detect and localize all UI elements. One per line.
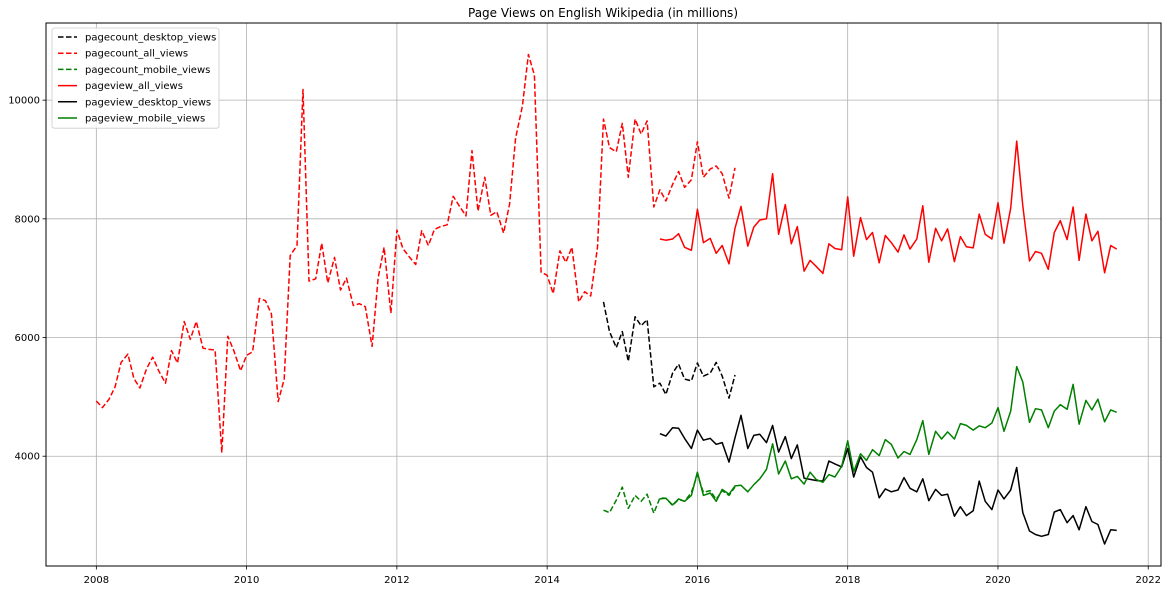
legend-label: pageview_mobile_views xyxy=(85,114,205,125)
series-layer xyxy=(95,53,1118,545)
x-tick-label: 2008 xyxy=(84,575,109,586)
series-line-pagecount-all-views xyxy=(95,53,736,454)
y-tick-label: 10000 xyxy=(8,96,40,107)
legend: pagecount_desktop_views pagecount_all_vie… xyxy=(51,27,220,129)
series-line-pagecount-desktop-views xyxy=(602,301,736,399)
legend-label: pageview_desktop_views xyxy=(85,97,211,108)
y-tick-label: 6000 xyxy=(15,333,40,344)
y-tick-label: 4000 xyxy=(15,452,40,463)
axis-layer: 2008 2010 2012 2014 2016 2018 2020 2022 4000 6000… xyxy=(8,96,1161,586)
x-tick-label: 2010 xyxy=(234,575,259,586)
series-line-pageview-desktop-views xyxy=(659,414,1117,545)
y-tick-label: 8000 xyxy=(15,214,40,225)
series-line-pageview-mobile-views xyxy=(659,365,1117,506)
x-tick-label: 2012 xyxy=(384,575,409,586)
series-line-pageview-all-views xyxy=(659,140,1118,275)
legend-box xyxy=(51,27,220,129)
x-tick-label: 2014 xyxy=(534,575,559,586)
legend-label: pagecount_desktop_views xyxy=(85,33,216,44)
x-tick-label: 2020 xyxy=(985,575,1010,586)
x-tick-label: 2018 xyxy=(835,575,860,586)
x-tick-label: 2016 xyxy=(685,575,710,586)
x-tick-label: 2022 xyxy=(1136,575,1161,586)
grid-layer xyxy=(46,23,1161,566)
legend-label: pagecount_all_views xyxy=(85,49,188,60)
plot-area-frame xyxy=(45,22,1162,567)
chart-title: Page Views on English Wikipedia (in mill… xyxy=(468,6,738,20)
legend-label: pageview_all_views xyxy=(85,81,183,92)
legend-label: pagecount_mobile_views xyxy=(85,65,210,76)
